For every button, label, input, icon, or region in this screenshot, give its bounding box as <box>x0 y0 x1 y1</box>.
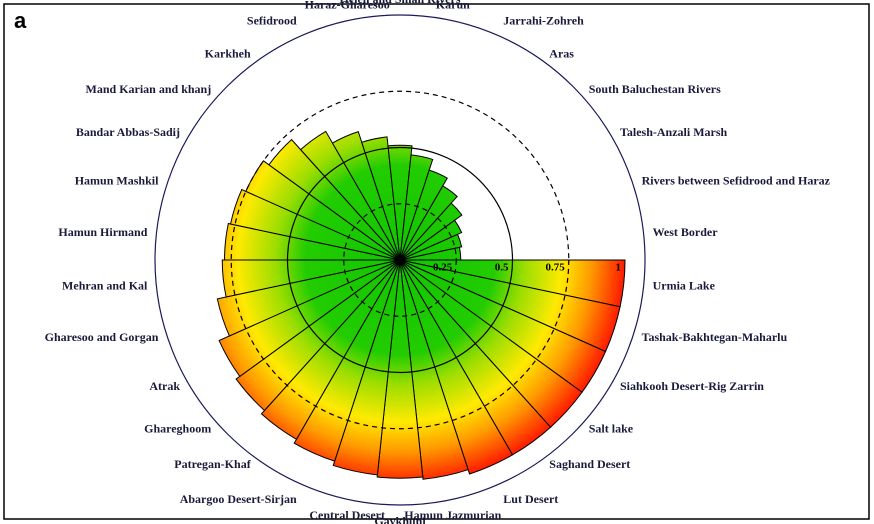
outer-circle <box>154 14 646 506</box>
category-label: Karkheh <box>205 46 251 60</box>
bar <box>399 233 463 261</box>
category-label: Mand Karian and khanj <box>86 82 212 96</box>
category-label: Hamun Hirmand <box>58 225 147 239</box>
bar <box>218 259 401 378</box>
category-label: Karun <box>436 0 470 11</box>
category-label: Haraz-Gharesoo <box>305 0 390 11</box>
bar <box>361 136 401 261</box>
y-tick-label: 1 <box>616 262 622 274</box>
center-dot <box>395 255 405 265</box>
category-label: Bandar Abbas-Sadij <box>76 125 180 139</box>
category-label: Aras <box>549 46 574 60</box>
y-tick-label: 0.75 <box>546 262 566 274</box>
bar <box>399 259 514 475</box>
category-label: Tashak-Bakhtegan-Maharlu <box>642 330 788 344</box>
category-label: Siahkooh Desert-Rig Zarrin <box>620 379 764 393</box>
category-label: Abargoo Desert-Sirjan <box>180 492 297 506</box>
category-label: Hamun Mashkil <box>75 173 159 187</box>
bar <box>399 202 463 261</box>
category-label: Ghareghoom <box>144 422 211 436</box>
category-label: Heleh and Small Rivers <box>339 0 460 6</box>
category-label: Mehran and Kal <box>62 278 148 292</box>
category-label: West Border <box>653 225 719 239</box>
bar <box>293 259 401 462</box>
category-label: Jarrahi-Zohreh <box>503 14 584 28</box>
category-label: Patregan-Khaf <box>174 457 251 471</box>
grid-circle <box>230 90 570 430</box>
y-tick-label: 0.5 <box>495 262 509 274</box>
bar <box>387 144 413 261</box>
grid-circle <box>343 203 457 317</box>
bar <box>216 259 401 337</box>
bar <box>299 130 401 261</box>
bar <box>376 259 424 479</box>
category-label: Lut Desert <box>503 492 558 506</box>
bar <box>245 160 401 261</box>
category-label: Sefidrood <box>247 14 297 28</box>
bar <box>221 259 401 298</box>
bar <box>235 259 401 412</box>
category-label: Atrak <box>149 379 180 393</box>
bar <box>399 219 463 261</box>
category-label: Saghand Desert <box>549 457 630 471</box>
bar <box>399 185 458 261</box>
category-label: South Baluchestan Rivers <box>589 82 721 96</box>
category-label: Talesh-Anzali Marsh <box>620 125 728 139</box>
category-label: Salt lake <box>589 422 634 436</box>
frame <box>3 3 870 520</box>
panel-label: a <box>14 8 27 33</box>
y-tick-label: 0.25 <box>433 262 453 274</box>
bar <box>331 130 401 261</box>
grid-circle <box>286 146 514 374</box>
bar <box>399 246 462 261</box>
category-label: Urmia Lake <box>653 278 716 292</box>
bar <box>399 169 448 261</box>
category-label: Rivers between Sefidrood and Haraz <box>642 173 831 187</box>
category-label: Gavkhuni <box>374 514 426 524</box>
bar <box>268 138 401 261</box>
category-label: Central Desert <box>309 508 385 522</box>
bar <box>399 259 469 480</box>
category-label: Gharesoo and Gorgan <box>45 330 159 344</box>
bar <box>260 259 401 440</box>
category-label: Hamun Jazmurian <box>404 508 501 522</box>
bar <box>229 188 401 261</box>
